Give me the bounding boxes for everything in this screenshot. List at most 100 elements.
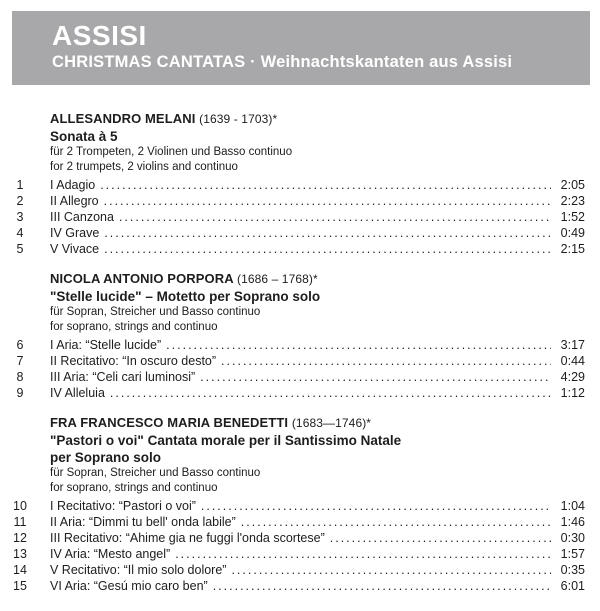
track-title: I Aria: “Stelle lucide”	[50, 338, 162, 352]
dot-leader	[104, 193, 551, 209]
track-title: I Recitativo: “Pastori o voi”	[50, 499, 196, 513]
scoring-line: für Sopran, Streicher und Basso continuo	[50, 467, 261, 479]
dot-leader	[201, 498, 551, 514]
composer-name: ALLESANDRO MELANI	[50, 111, 196, 126]
track-row: 2 II Allegro 2:23	[4, 193, 585, 209]
track-time: 2:05	[560, 178, 585, 192]
track-row: 4 IV Grave 0:49	[4, 225, 585, 241]
track-row: 1 I Adagio 2:05	[4, 177, 585, 193]
track-number: 1	[16, 178, 24, 192]
track-title: II Recitativo: “In oscuro desto”	[50, 354, 217, 368]
dot-leader	[175, 546, 551, 562]
work-title: "Pastori o voi" Cantata morale per il Sa…	[4, 432, 585, 466]
track-title: VI Aria: “Gesú mio caro ben”	[50, 579, 208, 593]
track-number: 2	[16, 194, 24, 208]
dot-leader	[119, 209, 551, 225]
track-title: V Recitativo: “Il mio solo dolore”	[50, 563, 227, 577]
track-number: 14	[13, 563, 27, 577]
scoring-lines: für Sopran, Streicher und Basso continuo…	[4, 305, 585, 335]
composer-years: (1686 – 1768)*	[236, 272, 318, 286]
scoring-line: for soprano, strings and continuo	[50, 321, 218, 333]
track-number: 9	[16, 386, 24, 400]
track-time: 0:30	[560, 531, 585, 545]
composer-name: NICOLA ANTONIO PORPORA	[50, 271, 234, 286]
tracks: 1 I Adagio 2:05 2 II Allegro 2:23 3 III …	[4, 177, 585, 257]
track-time: 0:35	[560, 563, 585, 577]
dot-leader	[100, 177, 551, 193]
composer-years: (1639 - 1703)*	[199, 112, 278, 126]
dot-leader	[166, 337, 551, 353]
track-number: 8	[16, 370, 24, 384]
track-title: III Recitativo: “Ahime gia ne fuggi l'on…	[50, 531, 325, 545]
composer-line: ALLESANDRO MELANI (1639 - 1703)*	[4, 110, 585, 128]
dot-leader	[221, 353, 551, 369]
track-time: 1:46	[560, 515, 585, 529]
work-title: Sonata à 5	[4, 128, 585, 145]
track-row: 15 VI Aria: “Gesú mio caro ben” 6:01	[4, 578, 585, 594]
track-row: 7 II Recitativo: “In oscuro desto” 0:44	[4, 353, 585, 369]
track-row: 10 I Recitativo: “Pastori o voi” 1:04	[4, 498, 585, 514]
scoring-lines: für Sopran, Streicher und Basso continuo…	[4, 466, 585, 496]
work-title-line: Sonata à 5	[50, 129, 118, 144]
track-number: 5	[16, 242, 24, 256]
scoring-lines: für 2 Trompeten, 2 Violinen und Basso co…	[4, 145, 585, 175]
work-title: "Stelle lucide" – Motetto per Soprano so…	[4, 288, 585, 305]
composer-years: (1683—1746)*	[291, 416, 372, 430]
track-list: ALLESANDRO MELANI (1639 - 1703)* Sonata …	[0, 110, 600, 594]
track-row: 5 V Vivace 2:15	[4, 241, 585, 257]
track-title: IV Aria: “Mesto angel”	[50, 547, 171, 561]
track-time: 1:12	[560, 386, 585, 400]
track-time: 0:44	[560, 354, 585, 368]
track-time: 3:17	[560, 338, 585, 352]
track-title: II Allegro	[50, 194, 99, 208]
track-title: IV Alleluia	[50, 386, 105, 400]
dot-leader	[231, 562, 551, 578]
track-title: III Aria: “Celi cari luminosi”	[50, 370, 196, 384]
track-row: 14 V Recitativo: “Il mio solo dolore” 0:…	[4, 562, 585, 578]
dot-leader	[241, 514, 551, 530]
track-number: 15	[13, 579, 27, 593]
work-section: FRA FRANCESCO MARIA BENEDETTI (1683—1746…	[4, 414, 585, 594]
track-title: IV Grave	[50, 226, 100, 240]
work-section: NICOLA ANTONIO PORPORA (1686 – 1768)* "S…	[4, 270, 585, 401]
scoring-line: for soprano, strings and continuo	[50, 482, 218, 494]
track-row: 11 II Aria: “Dimmi tu bell' onda labile”…	[4, 514, 586, 530]
track-time: 1:52	[560, 210, 585, 224]
track-time: 1:57	[560, 547, 585, 561]
dot-leader	[200, 369, 551, 385]
track-number: 7	[16, 354, 24, 368]
track-row: 12 III Recitativo: “Ahime gia ne fuggi l…	[4, 530, 585, 546]
composer-line: NICOLA ANTONIO PORPORA (1686 – 1768)*	[4, 270, 585, 288]
track-number: 11	[13, 515, 27, 529]
track-row: 13 IV Aria: “Mesto angel” 1:57	[4, 546, 585, 562]
composer-name: FRA FRANCESCO MARIA BENEDETTI	[50, 415, 289, 430]
track-time: 2:23	[560, 194, 585, 208]
track-title: I Adagio	[50, 178, 96, 192]
track-row: 6 I Aria: “Stelle lucide” 3:17	[4, 337, 585, 353]
track-time: 1:04	[560, 499, 585, 513]
album-title: ASSISI	[52, 20, 147, 51]
scoring-line: for 2 trumpets, 2 violins and continuo	[50, 161, 238, 173]
work-title-line: per Soprano solo	[50, 450, 162, 465]
header-band: ASSISI CHRISTMAS CANTATAS · Weihnachtska…	[12, 11, 590, 85]
dot-leader	[104, 241, 551, 257]
track-number: 4	[16, 226, 24, 240]
dot-leader	[330, 530, 551, 546]
track-row: 3 III Canzona 1:52	[4, 209, 585, 225]
work-section: ALLESANDRO MELANI (1639 - 1703)* Sonata …	[4, 110, 585, 257]
track-title: III Canzona	[50, 210, 114, 224]
track-title: V Vivace	[50, 242, 100, 256]
track-row: 9 IV Alleluia 1:12	[4, 385, 585, 401]
tracks: 6 I Aria: “Stelle lucide” 3:17 7 II Reci…	[4, 337, 585, 401]
work-title-line: "Stelle lucide" – Motetto per Soprano so…	[50, 289, 321, 304]
dot-leader	[213, 578, 551, 594]
track-row: 8 III Aria: “Celi cari luminosi” 4:29	[4, 369, 585, 385]
scoring-line: für Sopran, Streicher und Basso continuo	[50, 306, 261, 318]
album-subtitle: CHRISTMAS CANTATAS · Weihnachtskantaten …	[52, 53, 513, 71]
track-number: 6	[16, 338, 24, 352]
dot-leader	[110, 385, 551, 401]
track-number: 3	[16, 210, 24, 224]
track-time: 4:29	[560, 370, 585, 384]
scoring-line: für 2 Trompeten, 2 Violinen und Basso co…	[50, 146, 293, 158]
track-time: 6:01	[560, 579, 585, 593]
